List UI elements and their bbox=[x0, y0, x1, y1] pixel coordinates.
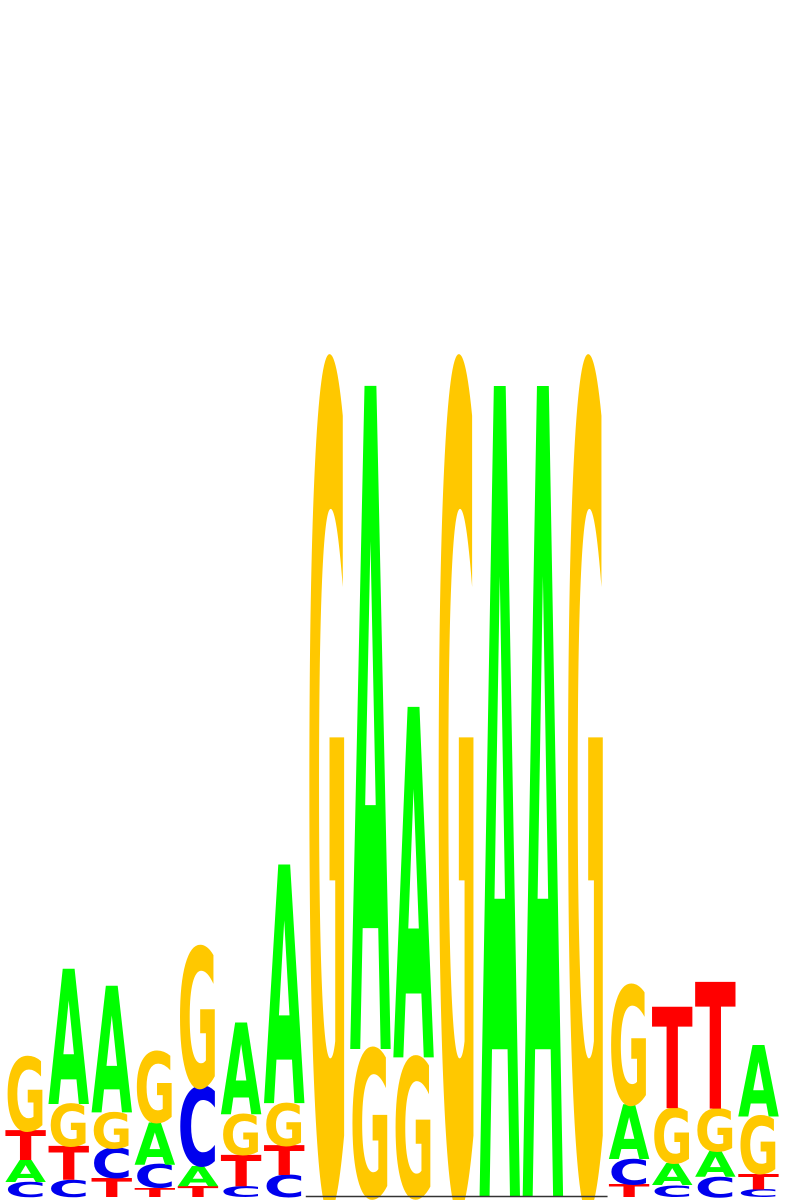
logo-letter-C-pos-7: C bbox=[264, 1169, 305, 1200]
logo-letter-C-pos-1: C bbox=[5, 1178, 46, 1200]
logo-letter-C-pos-2: C bbox=[48, 1176, 89, 1200]
logo-letter-G-pos-10: G bbox=[393, 1019, 434, 1200]
logo-letter-T-pos-6: T bbox=[221, 1147, 262, 1196]
logo-letter-A-pos-5: A bbox=[178, 1160, 219, 1192]
logo-letter-C-pos-16: C bbox=[652, 1182, 693, 1200]
logo-letter-C-pos-4: C bbox=[134, 1158, 175, 1195]
logo-letter-T-pos-18: T bbox=[738, 1169, 779, 1194]
logo-letter-G-pos-4: G bbox=[134, 1034, 175, 1146]
logo-column-14: G bbox=[566, 143, 607, 1204]
logo-letter-C-pos-15: C bbox=[609, 1152, 650, 1192]
logo-letter-C-pos-5: C bbox=[178, 1066, 219, 1192]
logo-letter-G-pos-15: G bbox=[609, 955, 650, 1143]
logo-letter-C-pos-3: C bbox=[91, 1141, 132, 1188]
logo-letter-A-pos-13: A bbox=[522, 164, 563, 1200]
logo-letter-T-pos-2: T bbox=[48, 1137, 89, 1191]
logo-letter-G-pos-14: G bbox=[566, 143, 607, 1200]
logo-letter-G-pos-5: G bbox=[178, 909, 219, 1132]
logo-letter-C-pos-6: C bbox=[221, 1183, 262, 1200]
logo-letter-G-pos-17: G bbox=[695, 1097, 736, 1165]
logo-letter-G-pos-1: G bbox=[5, 1037, 46, 1155]
logo-letter-A-pos-1: A bbox=[5, 1155, 47, 1190]
logo-letter-A-pos-9: A bbox=[350, 205, 391, 1200]
logo-letter-G-pos-8: G bbox=[307, 143, 348, 1200]
logo-letter-T-pos-16: T bbox=[652, 981, 693, 1142]
logo-letter-G-pos-3: G bbox=[91, 1103, 132, 1161]
logo-letter-T-pos-15: T bbox=[609, 1181, 650, 1200]
logo-column-12: A bbox=[479, 164, 520, 1204]
logo-letter-A-pos-17: A bbox=[695, 1144, 736, 1186]
logo-letter-A-pos-4: A bbox=[134, 1112, 175, 1179]
logo-letter-A-pos-3: A bbox=[91, 953, 132, 1155]
logo-letter-A-pos-7: A bbox=[264, 800, 305, 1181]
logo-column-8: G bbox=[307, 143, 348, 1204]
logo-letter-A-pos-18: A bbox=[738, 1026, 779, 1141]
logo-letter-T-pos-1: T bbox=[5, 1123, 46, 1170]
logo-letter-T-pos-4: T bbox=[134, 1186, 176, 1200]
logo-letter-A-pos-2: A bbox=[48, 933, 89, 1149]
logo-letter-A-pos-6: A bbox=[221, 997, 262, 1144]
logo-column-10: GA bbox=[393, 610, 434, 1204]
logo-letter-C-pos-17: C bbox=[695, 1172, 736, 1200]
logo-letter-A-pos-16: A bbox=[652, 1158, 694, 1193]
logo-letter-T-pos-3: T bbox=[91, 1173, 133, 1200]
logo-letter-A-pos-12: A bbox=[479, 164, 520, 1200]
logo-letter-C-pos-18: C bbox=[738, 1188, 779, 1200]
logo-letter-T-pos-17: T bbox=[695, 947, 736, 1150]
logo-letter-G-pos-6: G bbox=[221, 1104, 262, 1168]
logo-letter-A-pos-15: A bbox=[609, 1091, 650, 1178]
logo-letter-T-pos-5: T bbox=[178, 1183, 219, 1200]
logo-column-13: A bbox=[522, 164, 563, 1204]
logo-column-9: GA bbox=[350, 205, 391, 1204]
logo-letter-A-pos-10: A bbox=[393, 610, 434, 1171]
logo-letter-G-pos-9: G bbox=[350, 1009, 391, 1200]
logo-letter-G-pos-7: G bbox=[264, 1092, 305, 1160]
logo-letter-T-pos-7: T bbox=[264, 1138, 305, 1185]
logo-letter-G-pos-2: G bbox=[48, 1093, 89, 1161]
logo-column-11: G bbox=[436, 143, 477, 1204]
logo-letter-G-pos-16: G bbox=[652, 1095, 693, 1182]
logo-letter-G-pos-18: G bbox=[738, 1102, 779, 1193]
logo-letter-G-pos-11: G bbox=[436, 143, 477, 1200]
